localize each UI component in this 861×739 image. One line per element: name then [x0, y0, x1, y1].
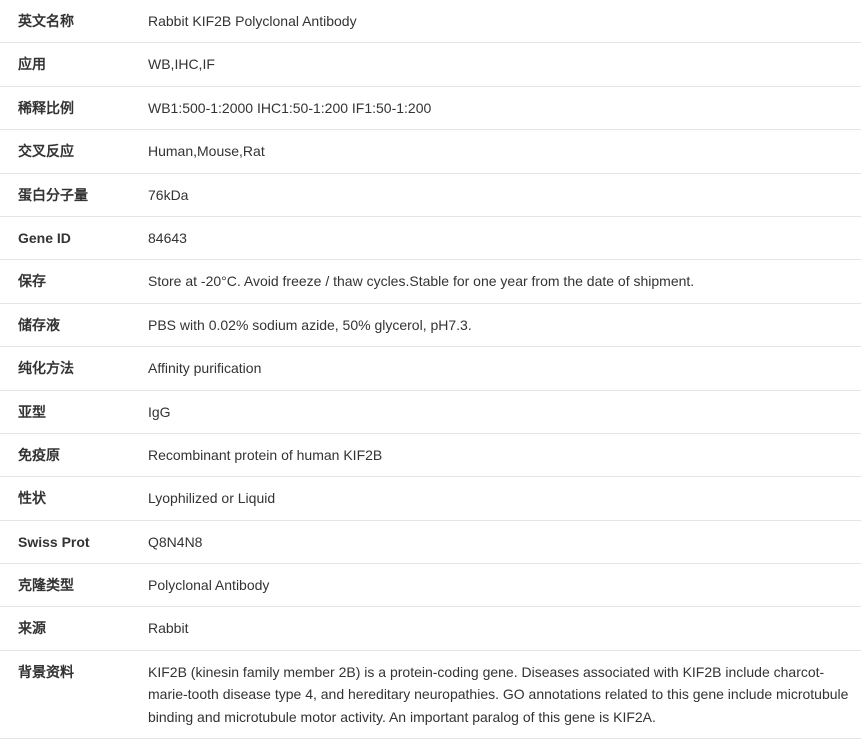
row-mol-weight: 蛋白分子量 76kDa: [0, 173, 861, 216]
row-purification: 纯化方法 Affinity purification: [0, 347, 861, 390]
label-english-name: 英文名称: [0, 0, 130, 43]
value-isotype: IgG: [130, 390, 861, 433]
row-gene-id: Gene ID 84643: [0, 216, 861, 259]
row-application: 应用 WB,IHC,IF: [0, 43, 861, 86]
row-form: 性状 Lyophilized or Liquid: [0, 477, 861, 520]
value-background: KIF2B (kinesin family member 2B) is a pr…: [130, 650, 861, 738]
label-clonality: 克隆类型: [0, 564, 130, 607]
value-immunogen: Recombinant protein of human KIF2B: [130, 433, 861, 476]
row-swiss-prot: Swiss Prot Q8N4N8: [0, 520, 861, 563]
value-clonality: Polyclonal Antibody: [130, 564, 861, 607]
label-reactivity: 交叉反应: [0, 130, 130, 173]
label-dilution: 稀释比例: [0, 86, 130, 129]
value-dilution: WB1:500-1:2000 IHC1:50-1:200 IF1:50-1:20…: [130, 86, 861, 129]
label-application: 应用: [0, 43, 130, 86]
label-isotype: 亚型: [0, 390, 130, 433]
value-host: Rabbit: [130, 607, 861, 650]
value-mol-weight: 76kDa: [130, 173, 861, 216]
label-form: 性状: [0, 477, 130, 520]
value-english-name: Rabbit KIF2B Polyclonal Antibody: [130, 0, 861, 43]
value-swiss-prot: Q8N4N8: [130, 520, 861, 563]
label-background: 背景资料: [0, 650, 130, 738]
value-application: WB,IHC,IF: [130, 43, 861, 86]
label-buffer: 储存液: [0, 303, 130, 346]
row-english-name: 英文名称 Rabbit KIF2B Polyclonal Antibody: [0, 0, 861, 43]
label-gene-id: Gene ID: [0, 216, 130, 259]
value-gene-id: 84643: [130, 216, 861, 259]
spec-table: 英文名称 Rabbit KIF2B Polyclonal Antibody 应用…: [0, 0, 861, 739]
row-isotype: 亚型 IgG: [0, 390, 861, 433]
row-immunogen: 免疫原 Recombinant protein of human KIF2B: [0, 433, 861, 476]
label-purification: 纯化方法: [0, 347, 130, 390]
value-storage: Store at -20°C. Avoid freeze / thaw cycl…: [130, 260, 861, 303]
row-storage: 保存 Store at -20°C. Avoid freeze / thaw c…: [0, 260, 861, 303]
row-reactivity: 交叉反应 Human,Mouse,Rat: [0, 130, 861, 173]
value-buffer: PBS with 0.02% sodium azide, 50% glycero…: [130, 303, 861, 346]
label-swiss-prot: Swiss Prot: [0, 520, 130, 563]
row-dilution: 稀释比例 WB1:500-1:2000 IHC1:50-1:200 IF1:50…: [0, 86, 861, 129]
label-storage: 保存: [0, 260, 130, 303]
row-buffer: 储存液 PBS with 0.02% sodium azide, 50% gly…: [0, 303, 861, 346]
value-reactivity: Human,Mouse,Rat: [130, 130, 861, 173]
row-background: 背景资料 KIF2B (kinesin family member 2B) is…: [0, 650, 861, 738]
label-mol-weight: 蛋白分子量: [0, 173, 130, 216]
row-host: 来源 Rabbit: [0, 607, 861, 650]
value-purification: Affinity purification: [130, 347, 861, 390]
row-clonality: 克隆类型 Polyclonal Antibody: [0, 564, 861, 607]
value-form: Lyophilized or Liquid: [130, 477, 861, 520]
label-immunogen: 免疫原: [0, 433, 130, 476]
label-host: 来源: [0, 607, 130, 650]
